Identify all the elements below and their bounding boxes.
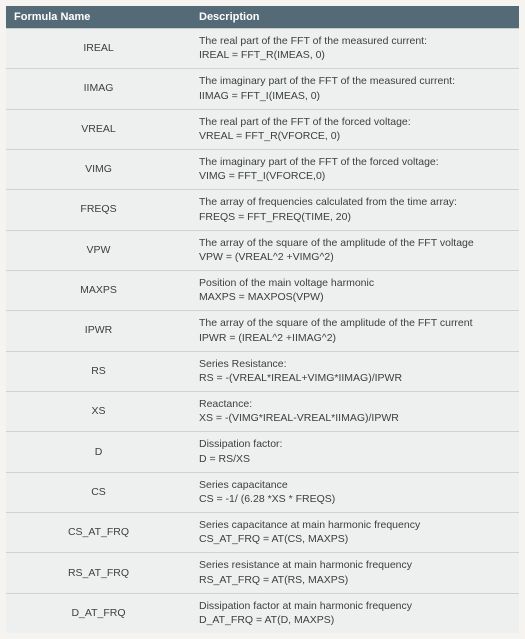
description-line: IPWR = (IREAL^2 +IIMAG^2) bbox=[199, 331, 511, 345]
table-row: D_AT_FRQ Dissipation factor at main harmo… bbox=[6, 593, 519, 633]
table-row: RS_AT_FRQ Series resistance at main harmo… bbox=[6, 553, 519, 593]
formula-name-cell: FREQS bbox=[6, 190, 191, 230]
description-line: IIMAG = FFT_I(IMEAS, 0) bbox=[199, 89, 511, 103]
description-cell: The imaginary part of the FFT of the for… bbox=[191, 150, 519, 190]
description-cell: Series resistance at main harmonic frequ… bbox=[191, 553, 519, 593]
formula-name-cell: D_AT_FRQ bbox=[6, 593, 191, 633]
table-row: IREAL The real part of the FFT of the mea… bbox=[6, 29, 519, 69]
description-line: The array of the square of the amplitude… bbox=[199, 236, 511, 250]
description-cell: Position of the main voltage harmonicMAX… bbox=[191, 271, 519, 311]
description-line: CS = -1/ (6.28 *XS * FREQS) bbox=[199, 492, 511, 506]
description-line: Position of the main voltage harmonic bbox=[199, 276, 511, 290]
description-line: XS = -(VIMG*IREAL-VREAL*IIMAG)/IPWR bbox=[199, 411, 511, 425]
description-line: The array of frequencies calculated from… bbox=[199, 195, 511, 209]
description-line: Series Resistance: bbox=[199, 357, 511, 371]
description-cell: The real part of the FFT of the forced v… bbox=[191, 109, 519, 149]
description-line: IREAL = FFT_R(IMEAS, 0) bbox=[199, 48, 511, 62]
formula-name-cell: XS bbox=[6, 392, 191, 432]
description-cell: Series capacitanceCS = -1/ (6.28 *XS * F… bbox=[191, 472, 519, 512]
description-line: The real part of the FFT of the measured… bbox=[199, 34, 511, 48]
table-row: CSSeries capacitanceCS = -1/ (6.28 *XS *… bbox=[6, 472, 519, 512]
table-row: DDissipation factor:D = RS/XS bbox=[6, 432, 519, 472]
description-line: FREQS = FFT_FREQ(TIME, 20) bbox=[199, 210, 511, 224]
description-line: Series capacitance bbox=[199, 478, 511, 492]
formula-table: Formula Name Description IREAL The real p… bbox=[6, 6, 519, 633]
description-line: VIMG = FFT_I(VFORCE,0) bbox=[199, 169, 511, 183]
formula-name-cell: RS_AT_FRQ bbox=[6, 553, 191, 593]
description-cell: The array of frequencies calculated from… bbox=[191, 190, 519, 230]
table-row: IIMAG The imaginary part of the FFT of th… bbox=[6, 69, 519, 109]
description-cell: Dissipation factor:D = RS/XS bbox=[191, 432, 519, 472]
col-header-description: Description bbox=[191, 6, 519, 29]
formula-name-cell: VPW bbox=[6, 230, 191, 270]
description-line: VREAL = FFT_R(VFORCE, 0) bbox=[199, 129, 511, 143]
description-cell: Series Resistance:RS = -(VREAL*IREAL+VIM… bbox=[191, 351, 519, 391]
table-row: VIMG The imaginary part of the FFT of the… bbox=[6, 150, 519, 190]
table-row: VPW The array of the square of the amplit… bbox=[6, 230, 519, 270]
description-line: D_AT_FRQ = AT(D, MAXPS) bbox=[199, 613, 511, 627]
description-line: MAXPS = MAXPOS(VPW) bbox=[199, 290, 511, 304]
table-row: IPWR The array of the square of the ampli… bbox=[6, 311, 519, 351]
description-cell: The imaginary part of the FFT of the mea… bbox=[191, 69, 519, 109]
table-row: RSSeries Resistance:RS = -(VREAL*IREAL+V… bbox=[6, 351, 519, 391]
table-header-row: Formula Name Description bbox=[6, 6, 519, 29]
table-row: MAXPSPosition of the main voltage harmon… bbox=[6, 271, 519, 311]
description-cell: The real part of the FFT of the measured… bbox=[191, 29, 519, 69]
description-cell: Dissipation factor at main harmonic freq… bbox=[191, 593, 519, 633]
description-cell: The array of the square of the amplitude… bbox=[191, 311, 519, 351]
description-line: Series capacitance at main harmonic freq… bbox=[199, 518, 511, 532]
formula-name-cell: MAXPS bbox=[6, 271, 191, 311]
description-line: Reactance: bbox=[199, 397, 511, 411]
formula-name-cell: VIMG bbox=[6, 150, 191, 190]
table-row: FREQS The array of frequencies calculated… bbox=[6, 190, 519, 230]
description-cell: The array of the square of the amplitude… bbox=[191, 230, 519, 270]
col-header-formula-name: Formula Name bbox=[6, 6, 191, 29]
description-line: CS_AT_FRQ = AT(CS, MAXPS) bbox=[199, 532, 511, 546]
formula-name-cell: IIMAG bbox=[6, 69, 191, 109]
formula-name-cell: IREAL bbox=[6, 29, 191, 69]
description-line: The imaginary part of the FFT of the mea… bbox=[199, 74, 511, 88]
formula-name-cell: D bbox=[6, 432, 191, 472]
table-row: XSReactance:XS = -(VIMG*IREAL-VREAL*IIMA… bbox=[6, 392, 519, 432]
formula-name-cell: VREAL bbox=[6, 109, 191, 149]
formula-name-cell: RS bbox=[6, 351, 191, 391]
description-line: Dissipation factor: bbox=[199, 437, 511, 451]
table-body: IREAL The real part of the FFT of the mea… bbox=[6, 29, 519, 634]
description-cell: Reactance:XS = -(VIMG*IREAL-VREAL*IIMAG)… bbox=[191, 392, 519, 432]
description-line: The real part of the FFT of the forced v… bbox=[199, 115, 511, 129]
table-row: VREAL The real part of the FFT of the for… bbox=[6, 109, 519, 149]
description-line: The imaginary part of the FFT of the for… bbox=[199, 155, 511, 169]
description-line: Dissipation factor at main harmonic freq… bbox=[199, 599, 511, 613]
table-wrapper: Formula Name Description IREAL The real p… bbox=[0, 0, 525, 639]
description-line: Series resistance at main harmonic frequ… bbox=[199, 558, 511, 572]
description-line: RS_AT_FRQ = AT(RS, MAXPS) bbox=[199, 573, 511, 587]
description-line: RS = -(VREAL*IREAL+VIMG*IIMAG)/IPWR bbox=[199, 371, 511, 385]
formula-name-cell: IPWR bbox=[6, 311, 191, 351]
description-line: D = RS/XS bbox=[199, 452, 511, 466]
formula-name-cell: CS bbox=[6, 472, 191, 512]
description-line: The array of the square of the amplitude… bbox=[199, 316, 511, 330]
description-line: VPW = (VREAL^2 +VIMG^2) bbox=[199, 250, 511, 264]
